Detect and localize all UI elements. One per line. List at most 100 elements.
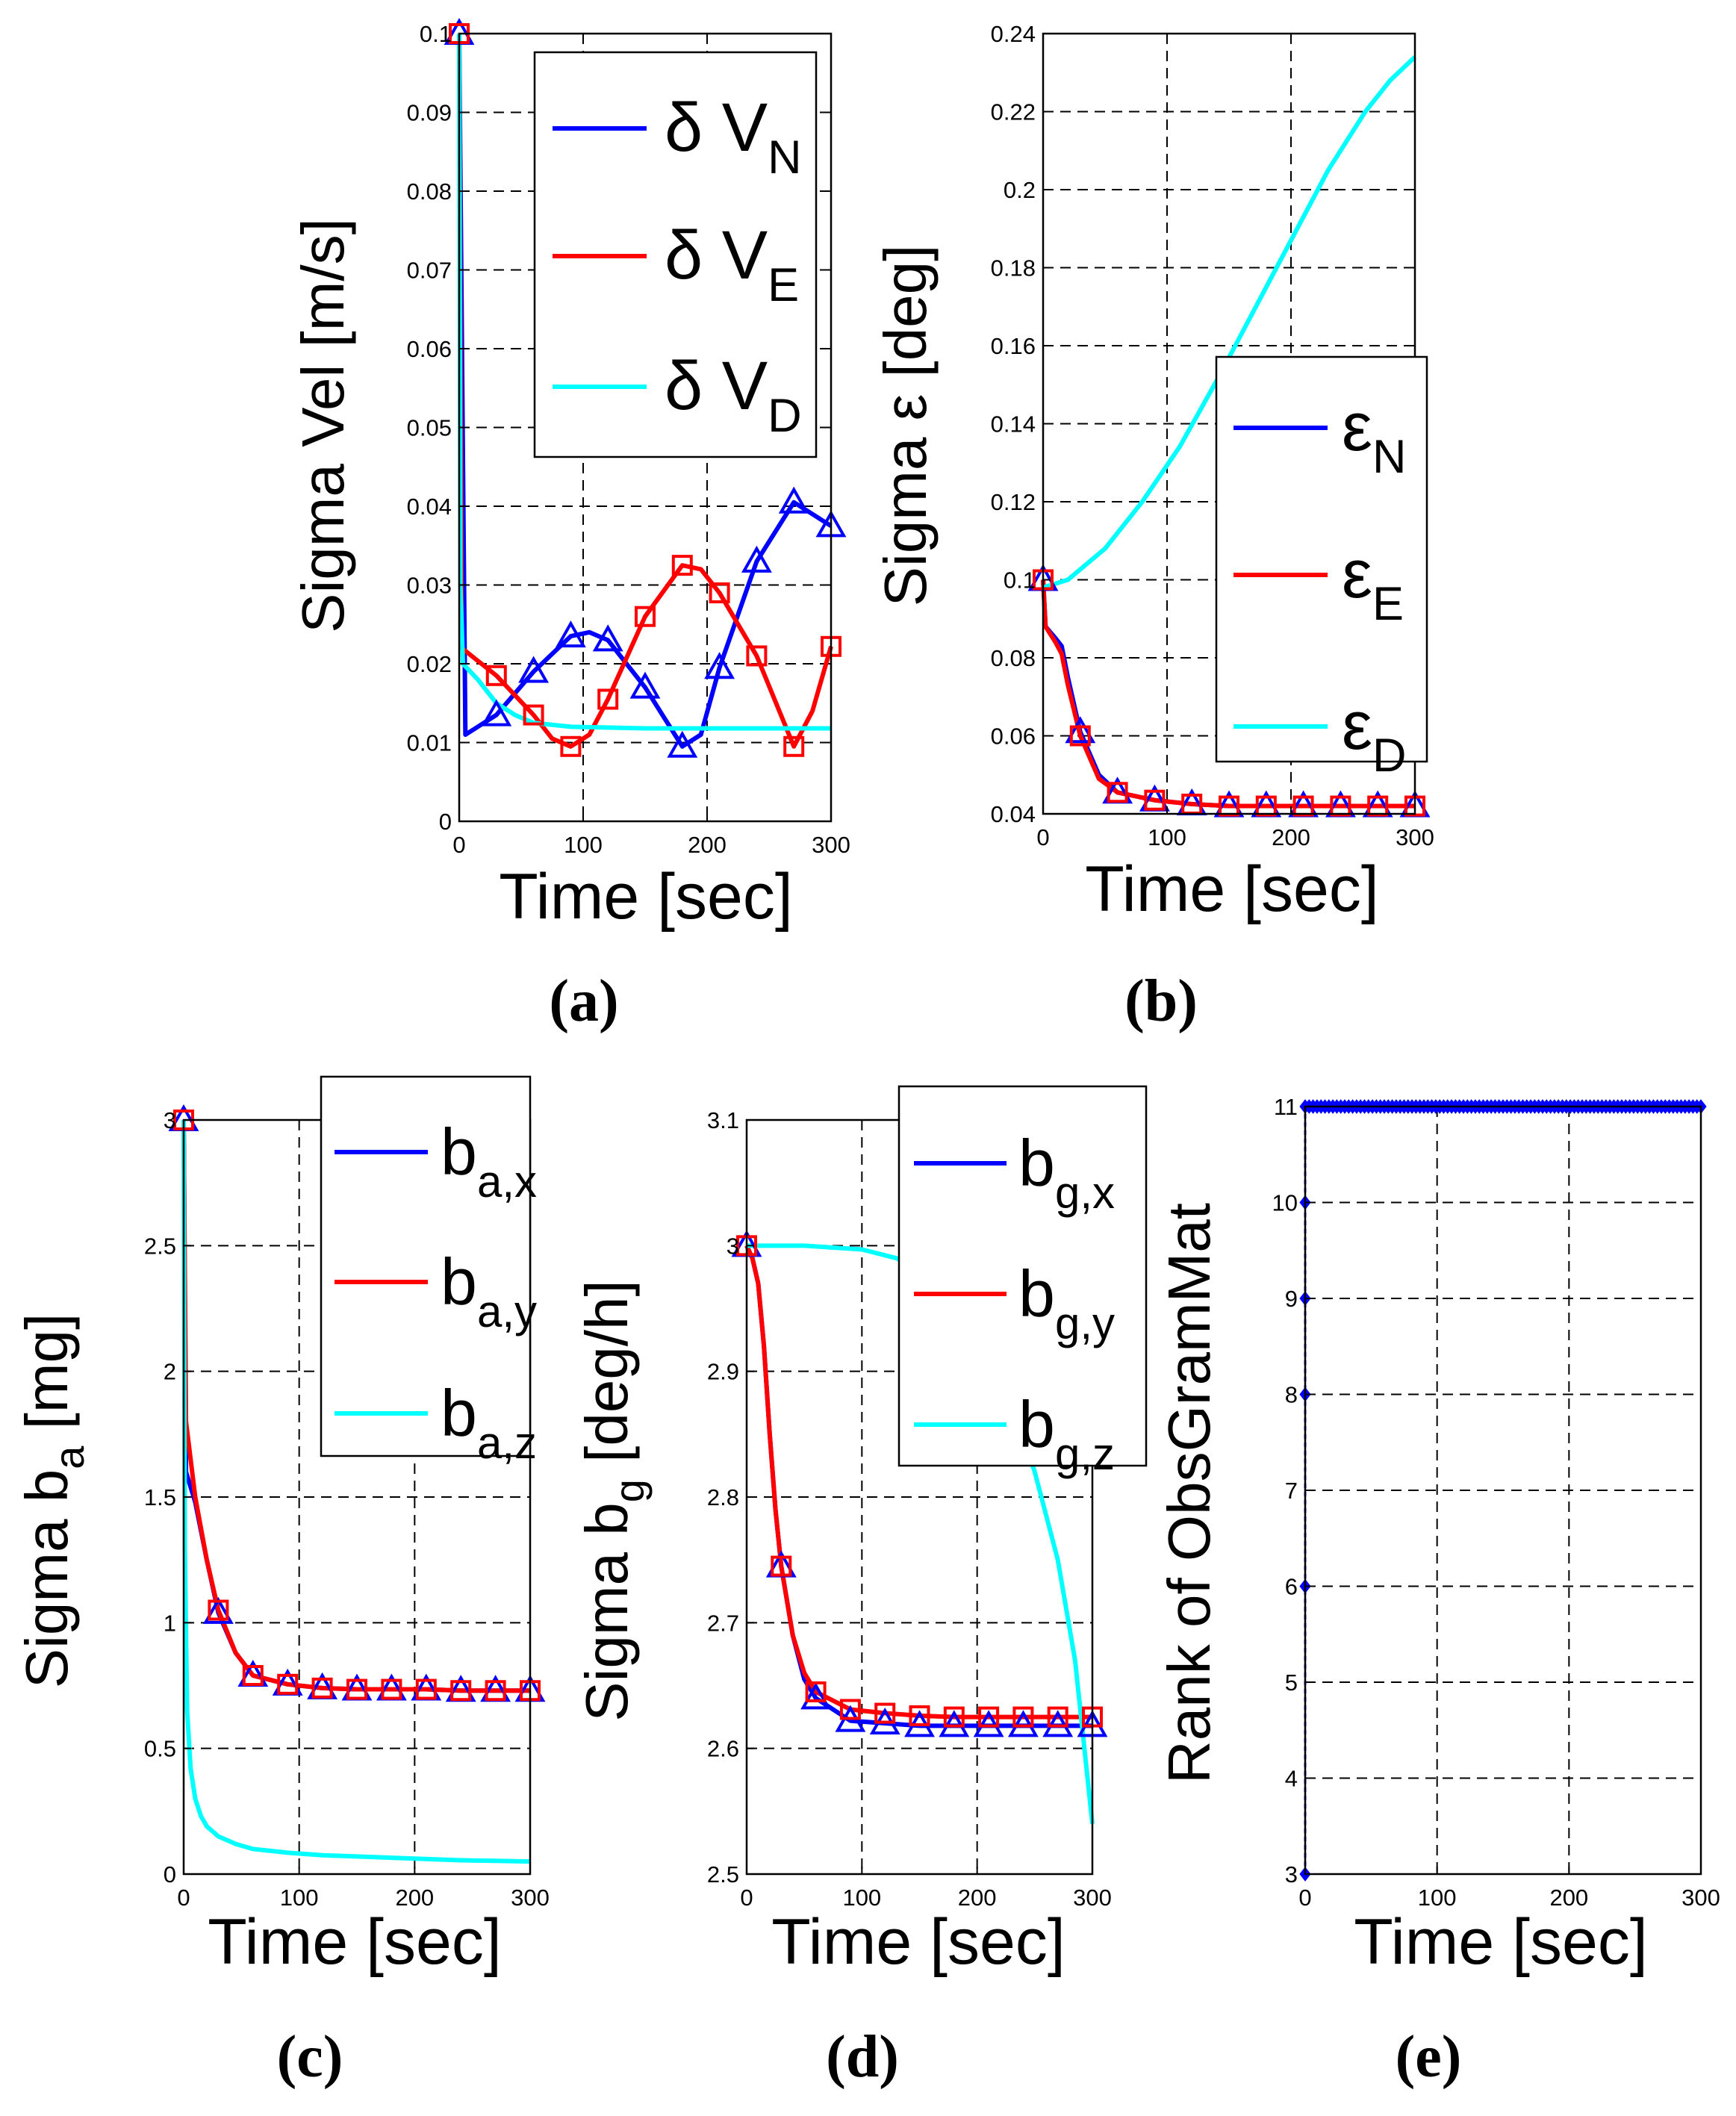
x-tick-label: 0 bbox=[740, 1885, 753, 1911]
triangle-marker bbox=[778, 486, 809, 514]
x-tick-label: 200 bbox=[958, 1885, 997, 1911]
chart-panel: 0 100 200 300 3 4 5 6 7 8 9 10 11 Time [sec] Rank of O… bbox=[1156, 1094, 1720, 2090]
y-axis-label-main: Rank of ObsGramMat bbox=[1156, 1203, 1222, 1784]
y-tick-label: 0 bbox=[164, 1861, 176, 1888]
square-marker bbox=[346, 1678, 367, 1700]
y-tick-label: 4 bbox=[1285, 1766, 1298, 1792]
legend-entry-sub: a,z bbox=[477, 1418, 537, 1468]
x-tick-label: 100 bbox=[280, 1885, 319, 1911]
legend-entry-sub: N bbox=[768, 131, 802, 184]
square-marker bbox=[909, 1705, 930, 1726]
y-axis-label: Rank of ObsGramMat bbox=[1156, 1203, 1222, 1784]
legend-entry: ba,y bbox=[441, 1245, 537, 1336]
legend-entry-sub: D bbox=[768, 390, 802, 442]
square-marker bbox=[1330, 795, 1351, 817]
legend-box bbox=[1215, 355, 1428, 763]
legend-entry-sub: D bbox=[1372, 729, 1407, 782]
x-tick-label: 100 bbox=[1148, 824, 1186, 850]
square-marker bbox=[1107, 782, 1128, 803]
legend-entry-sub: a,y bbox=[477, 1286, 537, 1336]
x-tick-label: 300 bbox=[1073, 1885, 1112, 1911]
y-tick-label: 0.04 bbox=[991, 801, 1036, 827]
y-tick-label: 0.09 bbox=[407, 100, 452, 126]
y-tick-label: 0.07 bbox=[407, 258, 452, 284]
x-tick-label: 200 bbox=[395, 1885, 434, 1911]
y-tick-label: 0.16 bbox=[991, 333, 1036, 359]
legend-box bbox=[320, 1075, 532, 1457]
square-marker bbox=[523, 704, 544, 726]
legend-entry-main: δ V bbox=[665, 217, 768, 293]
y-axis-label: Sigma Vel [m/s] bbox=[290, 218, 356, 633]
square-marker bbox=[242, 1665, 264, 1687]
x-axis-label: Time [sec] bbox=[1085, 853, 1378, 925]
x-tick-label: 200 bbox=[1272, 824, 1310, 850]
square-marker bbox=[1367, 795, 1389, 817]
y-axis-label-sub: a bbox=[46, 1446, 93, 1469]
y-tick-label: 0.08 bbox=[991, 645, 1036, 671]
y-tick-label: 9 bbox=[1285, 1286, 1298, 1312]
series-line bbox=[457, 33, 831, 731]
square-marker bbox=[485, 665, 507, 686]
legend-entry-main: b bbox=[1018, 1387, 1055, 1461]
legend-entry-sub: a,x bbox=[477, 1157, 537, 1207]
x-tick-label: 0 bbox=[1036, 824, 1049, 850]
y-tick-label: 2.8 bbox=[707, 1484, 739, 1510]
x-tick-label: 100 bbox=[1418, 1885, 1457, 1911]
y-tick-label: 3 bbox=[164, 1107, 176, 1133]
y-axis-label-sub: g bbox=[606, 1479, 653, 1502]
y-tick-label: 2 bbox=[164, 1359, 176, 1385]
triangle-marker bbox=[1007, 1710, 1039, 1737]
square-marker bbox=[1292, 795, 1314, 817]
legend-entry: bg,y bbox=[1018, 1257, 1115, 1348]
legend-entry-main: ε bbox=[1342, 536, 1372, 612]
square-marker bbox=[277, 1673, 299, 1695]
y-axis-label: Sigma ba [mg] bbox=[13, 1313, 93, 1688]
square-marker bbox=[746, 645, 768, 667]
y-tick-label: 0.22 bbox=[991, 99, 1036, 125]
legend-entry-main: ε bbox=[1342, 688, 1372, 764]
y-axis-label: Sigma ε [deg] bbox=[872, 245, 939, 607]
chart-panel: 0 100 200 300 0 0.01 0.02 0.03 0.04 0.05 0.06 0.07 0… bbox=[290, 17, 850, 1034]
square-marker bbox=[1047, 1706, 1068, 1728]
y-axis-label: Sigma bg [deg/h] bbox=[573, 1280, 653, 1722]
x-axis-label: Time [sec] bbox=[208, 1906, 501, 1978]
y-tick-label: 3.1 bbox=[707, 1107, 739, 1133]
square-marker bbox=[208, 1599, 229, 1621]
legend-entry-sub: N bbox=[1372, 431, 1407, 483]
square-marker bbox=[805, 1681, 827, 1702]
y-tick-label: 5 bbox=[1285, 1670, 1298, 1696]
triangle-marker bbox=[741, 545, 772, 573]
legend-entry-main: b bbox=[441, 1245, 477, 1319]
square-marker bbox=[874, 1702, 896, 1724]
legend-entry: εD bbox=[1342, 688, 1407, 782]
legend-entry-main: b bbox=[441, 1376, 477, 1450]
y-tick-label: 0.5 bbox=[144, 1736, 176, 1762]
y-tick-label: 0.18 bbox=[991, 255, 1036, 281]
square-marker bbox=[635, 606, 656, 627]
y-tick-label: 11 bbox=[1274, 1094, 1298, 1120]
legend-entry-main: b bbox=[1018, 1257, 1055, 1331]
square-marker bbox=[978, 1706, 1000, 1728]
x-tick-label: 300 bbox=[1396, 824, 1434, 850]
x-tick-label: 100 bbox=[564, 832, 603, 858]
chart-panel: 0 100 200 300 0.04 0.06 0.08 0.1 0.12 0.14 0.16 0.1… bbox=[872, 21, 1434, 1034]
triangle-marker bbox=[629, 671, 661, 699]
triangle-marker bbox=[667, 730, 698, 758]
y-tick-label: 8 bbox=[1285, 1382, 1298, 1408]
y-tick-label: 2.6 bbox=[707, 1736, 739, 1762]
y-axis-label-main: Sigma Vel [m/s] bbox=[290, 218, 356, 633]
y-tick-label: 2.5 bbox=[144, 1233, 176, 1259]
x-axis-label: Time [sec] bbox=[499, 861, 792, 933]
chart-panel: 0 100 200 300 2.5 2.6 2.7 2.8 2.9 3 3.1 Time [sec] S… bbox=[573, 1085, 1148, 2090]
y-tick-label: 0.24 bbox=[991, 21, 1036, 47]
square-marker bbox=[1069, 725, 1091, 747]
square-marker bbox=[1012, 1706, 1034, 1728]
y-tick-label: 0.02 bbox=[407, 651, 452, 677]
series-line bbox=[1041, 579, 1415, 809]
x-tick-label: 0 bbox=[177, 1885, 190, 1911]
y-tick-label: 1 bbox=[164, 1610, 176, 1636]
legend-entry-main: ε bbox=[1342, 389, 1372, 465]
triangle-marker bbox=[518, 656, 550, 683]
square-marker bbox=[381, 1678, 402, 1700]
